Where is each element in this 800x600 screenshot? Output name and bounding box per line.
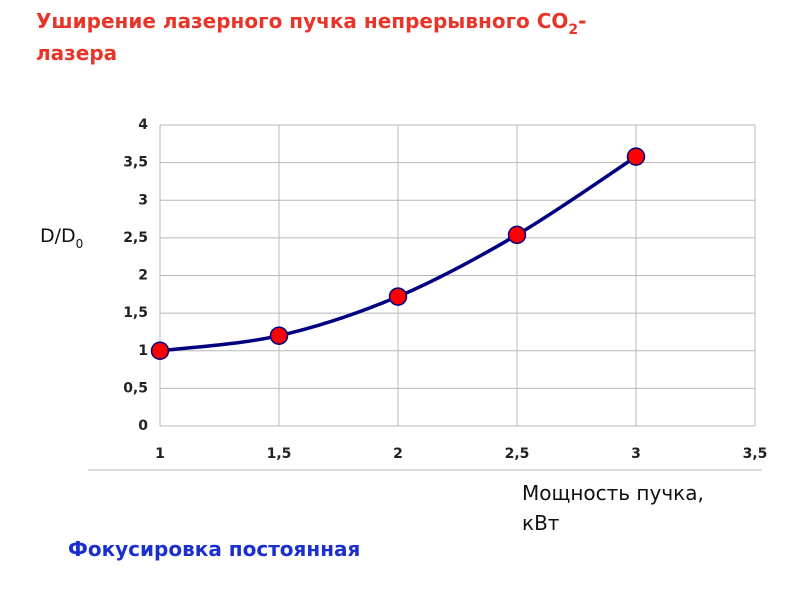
y-tick-label: 1,5 (123, 305, 148, 321)
x-axis-label: Мощность пучка, (522, 481, 704, 505)
y-tick-label: 1 (138, 343, 148, 359)
title-hyphen: - (578, 9, 586, 33)
data-point (388, 287, 408, 306)
y-label-subscript: 0 (76, 237, 84, 251)
y-tick-label: 0,5 (123, 380, 148, 396)
y-axis-label: D/D0 (40, 225, 83, 251)
x-tick-label: 1,5 (267, 446, 292, 462)
y-tick-label: 4 (138, 117, 148, 133)
data-point (269, 326, 289, 345)
y-tick-label: 3,5 (123, 155, 148, 171)
data-point (507, 225, 527, 245)
x-tick-label: 1 (155, 446, 165, 462)
chart-title: Уширение лазерного пучка непрерывного CO… (36, 9, 586, 38)
x-tick-label: 3,5 (743, 446, 768, 462)
title-subscript: 2 (568, 22, 578, 38)
title-text: Уширение лазерного пучка непрерывного CO (36, 9, 568, 33)
x-axis-label: кВт (522, 511, 560, 535)
y-tick-label: 2 (138, 268, 148, 284)
data-point (150, 341, 170, 360)
data-point (626, 147, 646, 166)
y-tick-label: 3 (138, 192, 148, 208)
x-tick-label: 3 (631, 446, 641, 462)
y-tick-label: 2,5 (123, 230, 148, 246)
x-tick-label: 2 (393, 446, 403, 462)
y-label-text: D/D (40, 225, 76, 247)
y-tick-label: 0 (138, 418, 148, 434)
x-tick-label: 2,5 (505, 446, 530, 462)
chart-title-line2: лазера (36, 41, 117, 65)
note: Фокусировка постоянная (68, 537, 360, 561)
